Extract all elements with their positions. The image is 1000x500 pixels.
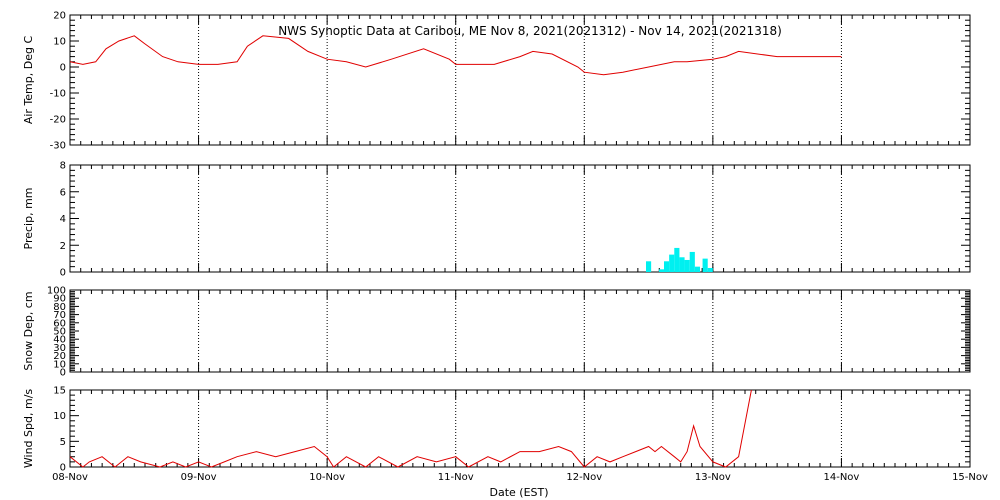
x-tick-label: 09-Nov (181, 472, 217, 483)
y-tick-label: 15 (53, 386, 66, 397)
precip-bar (684, 259, 690, 272)
precip-bar (679, 257, 685, 272)
series-line (69, 389, 752, 468)
y-tick-label: 100 (47, 286, 66, 297)
y-tick-label: 50 (53, 327, 66, 338)
y-tick-label: 10 (53, 359, 66, 370)
y-tick-label: -30 (50, 141, 66, 152)
y-tick-label: -10 (50, 89, 66, 100)
precip-bar (664, 261, 670, 272)
y-tick-label: 20 (53, 11, 66, 22)
precip-bar (689, 251, 695, 272)
y-tick-label: 40 (53, 335, 66, 346)
y-tick-label: 20 (53, 351, 66, 362)
y-tick-label: 10 (53, 411, 66, 422)
y-axis-label: Wind Spd, m/s (22, 389, 35, 469)
panel-frame (69, 289, 971, 373)
panel-frame (69, 389, 971, 468)
precip-bar (702, 258, 708, 272)
y-tick-label: 4 (60, 214, 66, 225)
precip-bar (694, 266, 700, 272)
y-tick-label: 8 (60, 161, 66, 172)
y-tick-label: 2 (60, 241, 66, 252)
y-tick-label: -20 (50, 115, 66, 126)
y-tick-label: 30 (53, 343, 66, 354)
precip-bar (658, 269, 664, 272)
y-tick-label: 10 (53, 37, 66, 48)
y-axis-label: Precip, mm (22, 188, 35, 250)
y-tick-label: 0 (60, 368, 66, 379)
panel-frame (69, 164, 971, 273)
y-tick-label: 6 (60, 187, 66, 198)
x-axis-label: Date (EST) (489, 486, 548, 499)
y-tick-label: 70 (53, 310, 66, 321)
x-tick-label: 10-Nov (309, 472, 345, 483)
x-tick-label: 13-Nov (695, 472, 731, 483)
x-tick-label: 08-Nov (52, 472, 88, 483)
y-tick-label: 0 (60, 268, 66, 279)
x-tick-label: 15-Nov (952, 472, 988, 483)
y-tick-label: 5 (60, 437, 66, 448)
x-tick-label: 11-Nov (438, 472, 474, 483)
series-line (69, 35, 842, 76)
x-tick-label: 14-Nov (823, 472, 859, 483)
y-axis-label: Snow Dep, cm (22, 291, 35, 370)
precip-bar (707, 267, 713, 272)
x-tick-label: 12-Nov (566, 472, 602, 483)
y-tick-label: 0 (60, 63, 66, 74)
precip-bar (669, 254, 675, 272)
y-tick-label: 0 (60, 463, 66, 474)
y-tick-label: 80 (53, 302, 66, 313)
precip-bar (674, 247, 680, 272)
y-tick-label: 60 (53, 318, 66, 329)
y-axis-label: Air Temp, Deg C (22, 36, 35, 125)
precip-bar (646, 261, 652, 272)
y-tick-label: 90 (53, 294, 66, 305)
chart-title: NWS Synoptic Data at Caribou, ME Nov 8, … (278, 24, 782, 38)
